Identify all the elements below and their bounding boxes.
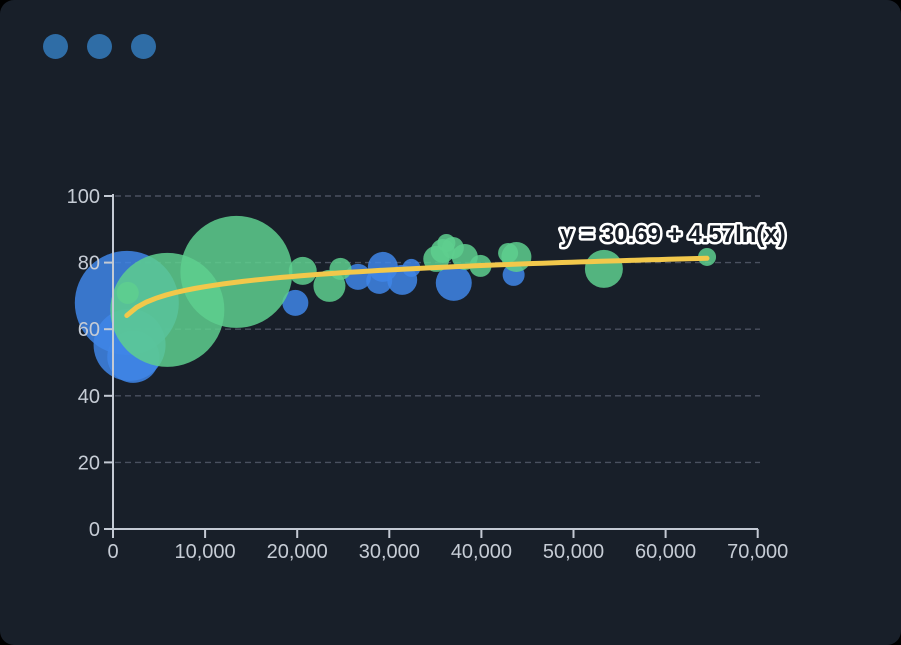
tick-labels-group: 0 20 40 60 80 100 0 10,000 20,000 30,000 40,000 50,…	[67, 186, 789, 563]
window-controls	[43, 34, 156, 59]
window-control-dot-2[interactable]	[87, 34, 112, 59]
bubble-blue[interactable]	[435, 264, 472, 301]
y-tick-label-40: 40	[78, 386, 100, 408]
y-tick-label-100: 100	[67, 186, 100, 208]
window-control-dot-3[interactable]	[131, 34, 156, 59]
bubble-green[interactable]	[288, 256, 317, 285]
axes-group	[104, 194, 759, 538]
bubble-green[interactable]	[584, 249, 623, 288]
y-tick-label-80: 80	[78, 253, 100, 275]
y-tick-label-60: 60	[78, 319, 100, 341]
y-tick-label-0: 0	[89, 519, 100, 541]
x-tick-label-20000: 20,000	[267, 541, 328, 563]
y-tick-label-20: 20	[78, 452, 100, 474]
x-tick-label-40000: 40,000	[451, 541, 512, 563]
bubble-green[interactable]	[180, 215, 293, 328]
window-control-dot-1[interactable]	[43, 34, 68, 59]
x-tick-label-0: 0	[107, 541, 118, 563]
trendline	[124, 255, 710, 318]
x-tick-label-60000: 60,000	[635, 541, 696, 563]
bubble-green[interactable]	[501, 241, 532, 272]
trendline-equation-label: y = 30.69 + 4.57ln(x)	[560, 221, 785, 248]
x-tick-label-50000: 50,000	[543, 541, 604, 563]
x-tick-label-70000: 70,000	[727, 541, 788, 563]
x-tick-label-30000: 30,000	[359, 541, 420, 563]
bubble-green[interactable]	[329, 257, 352, 280]
bubble-blue[interactable]	[282, 289, 309, 316]
x-tick-label-10000: 10,000	[175, 541, 236, 563]
